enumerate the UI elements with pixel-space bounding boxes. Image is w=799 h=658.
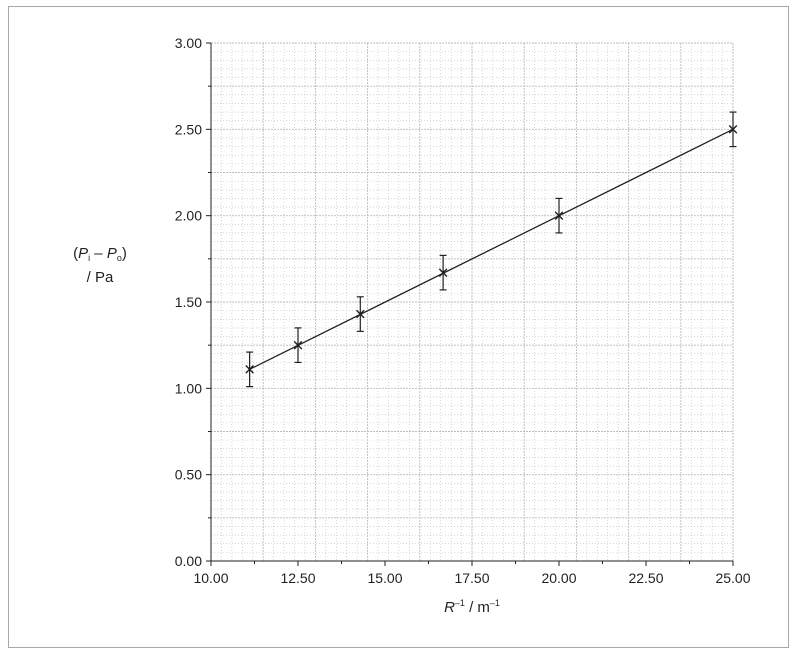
y-tick-label: 2.00 [175,208,202,224]
data-point-cross [245,365,254,374]
y-tick-label: 1.00 [175,380,202,396]
tick-labels: 0.00 0.50 1.00 1.50 2.00 2.50 3.00 10.00 12.50 15… [175,35,751,586]
data-point-cross [293,340,303,350]
data-point-cross [355,309,365,319]
data-point-cross [554,211,564,220]
y-tick-label: 0.00 [175,553,202,569]
x-axis-label: R–1 / m–1 [444,598,500,616]
y-tick-label: 0.50 [175,467,202,483]
x-tick-label: 12.50 [280,570,315,586]
figure-frame [8,6,789,648]
best-fit-line [249,128,734,370]
x-tick-label: 25.00 [715,570,750,586]
data-point-cross [438,268,448,277]
x-tick-label: 17.50 [454,570,489,586]
x-tick-label: 22.50 [628,570,663,586]
data-point-cross [728,125,738,134]
grid [210,42,734,562]
x-tick-label: 15.00 [367,570,402,586]
x-tick-label: 10.00 [193,570,228,586]
y-tick-label: 2.50 [175,121,202,137]
x-tick-label: 20.00 [541,570,576,586]
y-axis-label: (Pi – Po) / Pa [73,245,127,286]
y-tick-label: 3.00 [175,35,202,51]
data-points [245,111,738,388]
y-tick-label: 1.50 [175,294,202,310]
axes [206,42,734,566]
fit-line-layer [249,128,734,370]
